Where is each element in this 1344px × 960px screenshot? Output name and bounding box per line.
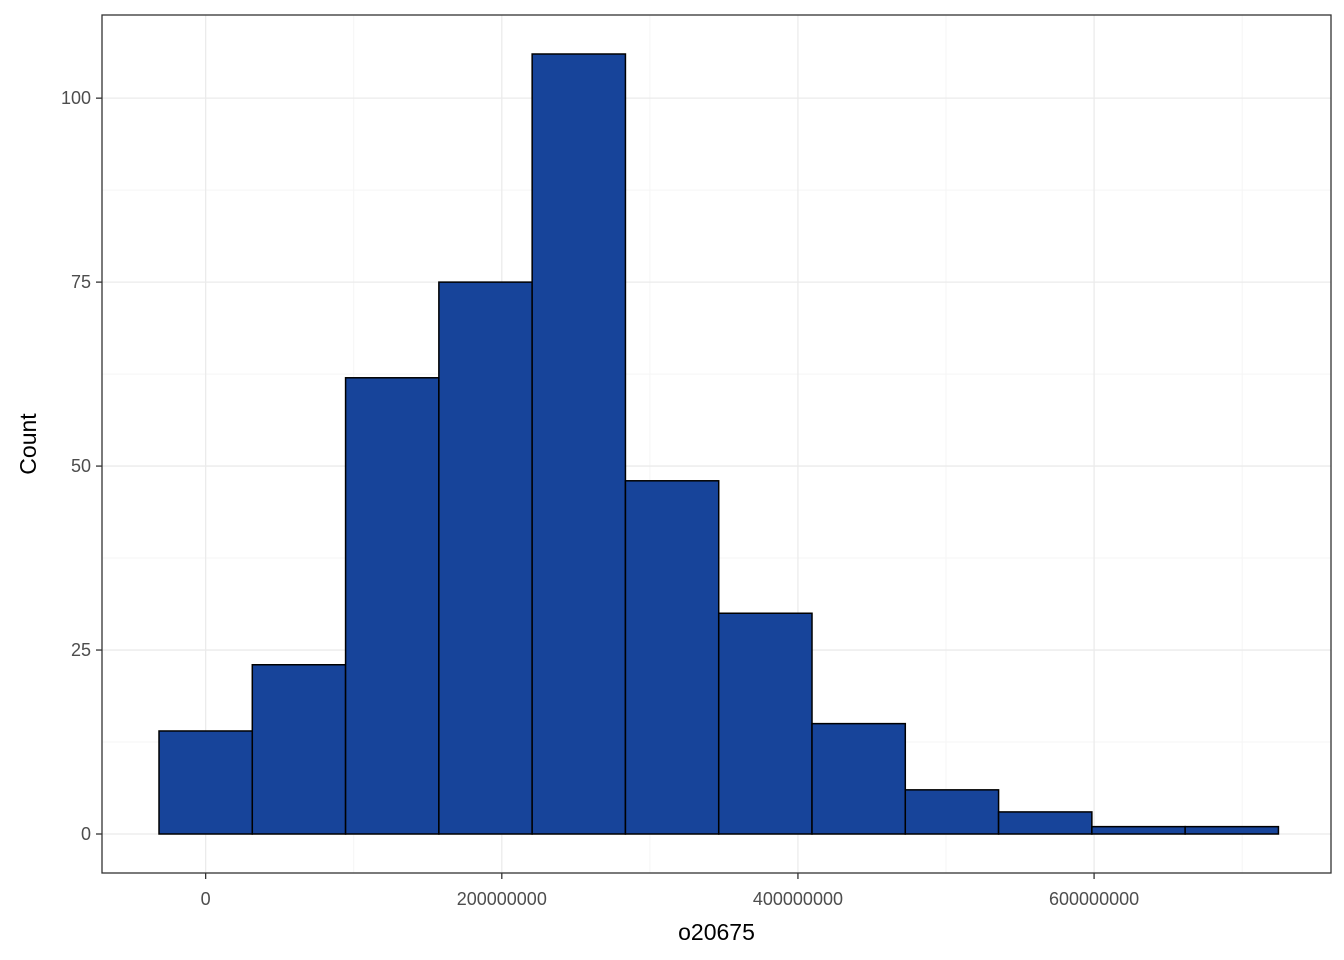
y-axis-title: Count [15, 413, 41, 475]
y-tick-label: 75 [71, 272, 91, 292]
x-tick-label: 600000000 [1049, 889, 1139, 909]
x-axis: 0 200000000 400000000 600000000 [201, 873, 1139, 909]
histogram-bars [158, 53, 1280, 835]
histogram-bar-5 [531, 53, 627, 835]
x-tick-label: 200000000 [457, 889, 547, 909]
histogram-bar-11 [1091, 825, 1186, 835]
histogram-bar-9 [904, 789, 1000, 835]
x-tick-label: 400000000 [753, 889, 843, 909]
histogram-bar-3 [344, 377, 440, 835]
x-tick-label: 0 [201, 889, 211, 909]
histogram-bar-4 [438, 281, 533, 835]
histogram-bar-6 [624, 480, 720, 835]
x-axis-title: o20675 [678, 919, 755, 945]
y-tick-label: 100 [61, 88, 91, 108]
histogram-bar-10 [997, 811, 1093, 835]
histogram-bar-12 [1184, 825, 1280, 835]
panel-border [101, 14, 1332, 874]
y-axis: 0 25 50 75 100 [61, 88, 102, 844]
histogram-bar-2 [251, 664, 347, 835]
y-tick-label: 25 [71, 640, 91, 660]
y-tick-label: 0 [81, 824, 91, 844]
histogram-bar-8 [811, 722, 907, 835]
histogram-bar-1 [158, 730, 254, 835]
y-tick-label: 50 [71, 456, 91, 476]
histogram-bar-7 [717, 612, 813, 835]
